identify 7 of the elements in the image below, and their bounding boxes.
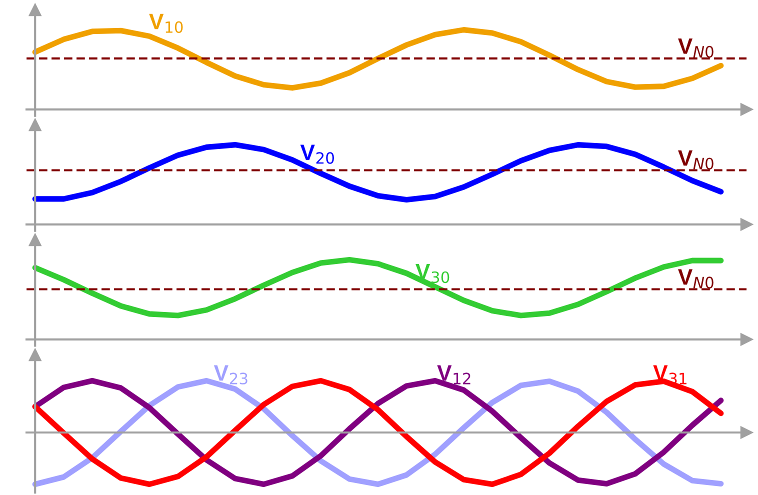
series-label: V$_{20}$: [300, 144, 334, 164]
ref-line-label: V$_{N0}$: [678, 38, 714, 58]
ref-line-label: V$_{N0}$: [678, 150, 714, 170]
series-label: V$_{10}$: [149, 14, 183, 34]
series-label: V$_{23}$: [214, 365, 248, 384]
series-label: V$_{12}$: [437, 365, 470, 384]
ref-line-label: V$_{N0}$: [678, 269, 714, 288]
